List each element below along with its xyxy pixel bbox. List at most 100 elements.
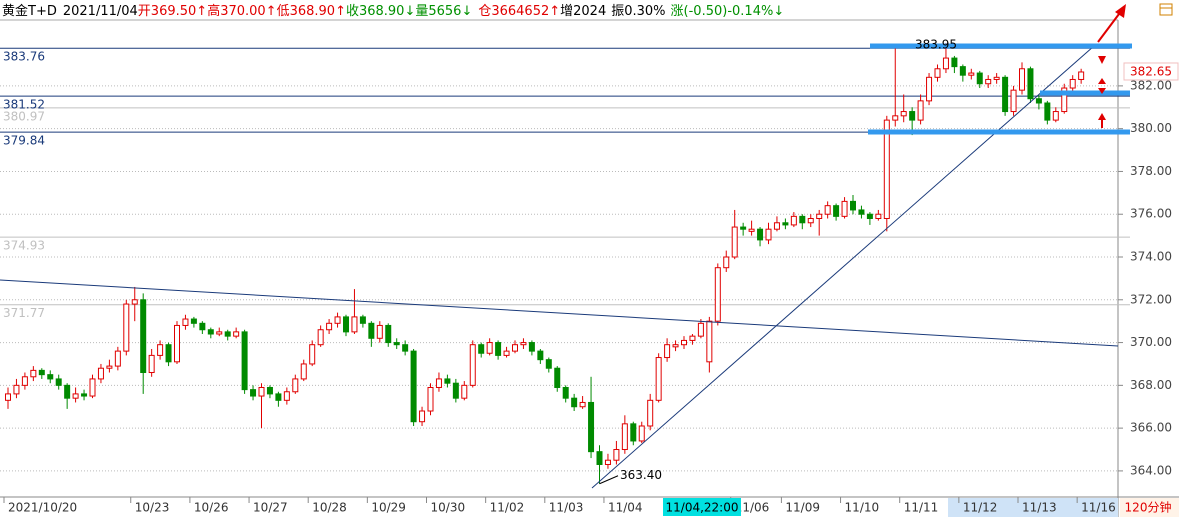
- last-price: 382.65: [1130, 64, 1172, 78]
- trend-line: [591, 45, 1095, 489]
- candle-body: [968, 72, 975, 76]
- candle-body: [5, 393, 11, 401]
- y-tick-label: 364.00: [1130, 463, 1172, 477]
- annotation: 363.40: [620, 468, 662, 482]
- candle-body: [368, 322, 375, 339]
- candle-body: [478, 344, 485, 354]
- candle-body: [410, 350, 417, 423]
- candle-body: [993, 76, 1000, 80]
- candle-body: [300, 363, 307, 380]
- x-tick-label: 10/28: [312, 501, 347, 515]
- candle-body: [537, 350, 544, 361]
- candle-body: [64, 384, 71, 399]
- candle-body: [72, 393, 79, 399]
- candle-body: [224, 331, 231, 337]
- arrow-head: [1098, 113, 1106, 120]
- candle-body: [604, 459, 611, 465]
- candle-body: [630, 423, 637, 442]
- candle-body: [900, 111, 907, 117]
- candle-body: [545, 359, 552, 369]
- header-item: 2021/11/04: [63, 4, 138, 19]
- candle-body: [123, 303, 130, 352]
- candle-body: [731, 226, 738, 258]
- candle-body: [385, 324, 392, 344]
- candle-body: [376, 324, 383, 339]
- x-tick-label: 11/11: [904, 501, 939, 515]
- header-item: 涨(-0.50)-0.14%↓: [671, 4, 785, 19]
- candle-body: [883, 119, 890, 220]
- candle-body: [1035, 98, 1042, 104]
- candle-body: [697, 322, 704, 337]
- x-tick-label: 11/10: [845, 501, 880, 515]
- candle-body: [190, 318, 197, 324]
- x-tick-label: 11/06: [735, 501, 770, 515]
- x-tick-label: 10/26: [194, 501, 229, 515]
- candle-body: [942, 57, 949, 70]
- candle-body: [554, 367, 561, 388]
- header: 黄金T+D 2021/11/04开369.50↑高370.00↑低368.90↑收…: [2, 3, 784, 19]
- candle-body: [799, 215, 806, 224]
- candle-body: [596, 451, 603, 465]
- candle-body: [782, 222, 789, 226]
- candle-body: [486, 342, 493, 354]
- candle-body: [892, 115, 899, 121]
- candle-body: [655, 357, 662, 401]
- y-tick-label: 374.00: [1130, 250, 1172, 264]
- candle-body: [951, 57, 958, 68]
- candle-body: [233, 331, 240, 337]
- candle-body: [1044, 102, 1051, 121]
- candle-body: [343, 316, 349, 333]
- candle-body: [241, 331, 248, 391]
- x-tick-label: 10/29: [371, 501, 406, 515]
- x-tick-label: 10/23: [135, 501, 170, 515]
- candle-body: [89, 378, 96, 397]
- y-tick-label: 382.00: [1130, 78, 1172, 92]
- level-label: 380.97: [3, 109, 45, 123]
- candle-body: [621, 423, 628, 451]
- price-tag: [1123, 62, 1179, 81]
- candle-body: [706, 320, 713, 363]
- header-item: 收368.90↓: [346, 4, 415, 19]
- candle-body: [562, 386, 569, 399]
- candle-body: [757, 228, 764, 241]
- candle-body: [528, 342, 535, 352]
- candle-body: [985, 78, 992, 85]
- candle-body: [748, 228, 755, 232]
- candle-body: [317, 329, 324, 346]
- candle-body: [1010, 89, 1017, 113]
- candle-body: [13, 384, 20, 395]
- candle-body: [1027, 68, 1034, 100]
- x-tick-label: 11/13: [1022, 501, 1057, 515]
- cursor-box: [663, 498, 741, 516]
- candle-body: [199, 322, 206, 331]
- y-tick-label: 380.00: [1130, 121, 1172, 135]
- candle-body: [131, 299, 138, 305]
- candle-body: [165, 344, 172, 363]
- window-icon[interactable]: [1159, 3, 1173, 16]
- candle-body: [114, 350, 121, 367]
- candle-body: [182, 318, 189, 326]
- candle-body: [393, 342, 400, 346]
- period-label: 120分钟: [1125, 500, 1172, 515]
- candle-body: [148, 354, 155, 374]
- candle-body: [47, 374, 54, 380]
- x-tick-label: 11/03: [549, 501, 584, 515]
- annotation: 383.95: [915, 38, 957, 52]
- candle-body: [934, 68, 941, 78]
- x-tick-label: 10/30: [431, 501, 466, 515]
- x-tick-label: 10/27: [253, 501, 288, 515]
- plot-area: [0, 43, 1130, 484]
- candle-body: [833, 205, 840, 217]
- arrow-head: [1098, 56, 1106, 64]
- candle-body: [275, 393, 282, 401]
- candle-body: [858, 209, 865, 215]
- header-item: 仓3664652↑: [478, 4, 560, 19]
- candle-body: [926, 76, 933, 102]
- candle-body: [866, 213, 873, 220]
- y-tick-label: 368.00: [1130, 378, 1172, 392]
- header-item: 黄金T+D: [2, 3, 57, 19]
- candle-body: [1019, 68, 1025, 91]
- candle-body: [444, 378, 451, 384]
- candle-body: [250, 389, 257, 397]
